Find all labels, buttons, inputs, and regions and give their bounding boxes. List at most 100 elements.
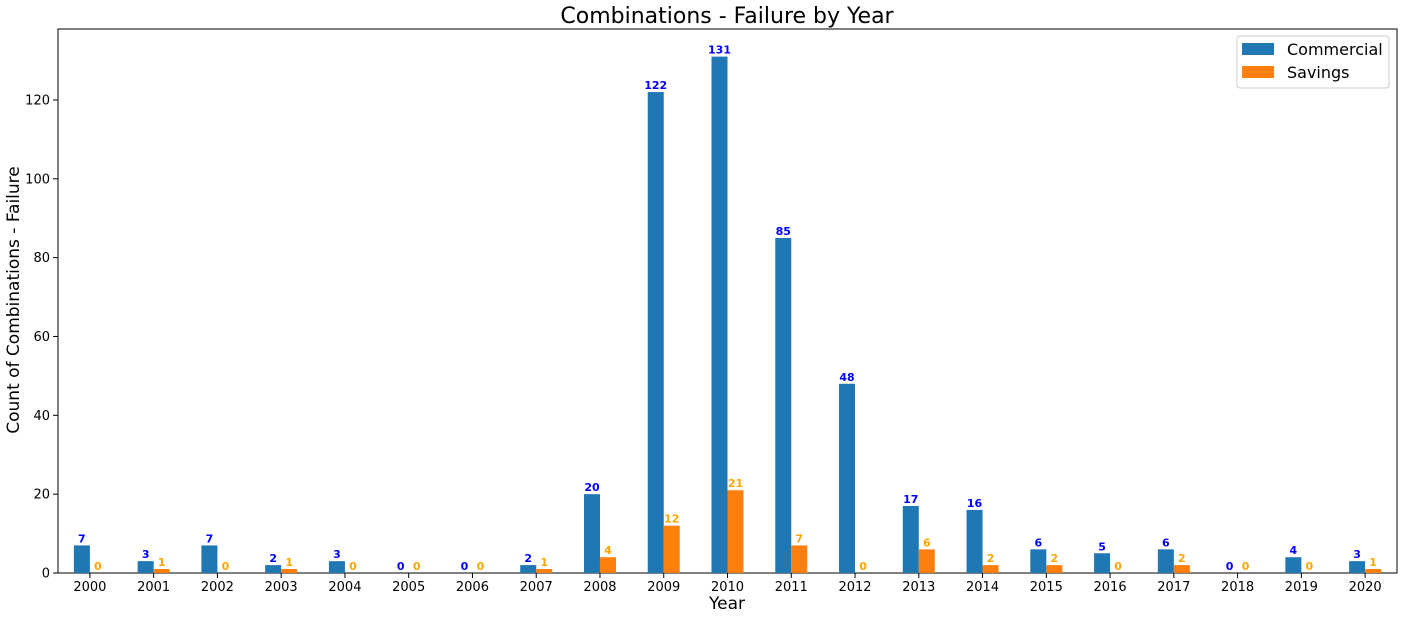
x-tick-label: 2004	[328, 580, 361, 595]
data-label-commercial: 6	[1034, 536, 1042, 549]
x-tick-label: 2000	[73, 580, 106, 595]
x-tick-label: 2003	[265, 580, 298, 595]
x-tick-label: 2020	[1349, 580, 1382, 595]
y-tick-label: 80	[33, 251, 50, 266]
chart-title: Combinations - Failure by Year	[560, 4, 894, 29]
data-label-commercial: 7	[78, 532, 86, 545]
x-tick-label: 2001	[137, 580, 170, 595]
x-tick-label: 2008	[583, 580, 616, 595]
x-tick-label: 2018	[1221, 580, 1254, 595]
data-label-commercial: 85	[776, 225, 791, 238]
data-label-savings: 0	[477, 560, 485, 573]
data-label-commercial: 2	[524, 552, 532, 565]
x-tick-label: 2011	[775, 580, 808, 595]
y-tick-label: 60	[33, 330, 50, 345]
bar-savings	[536, 569, 553, 573]
legend-label-savings: Savings	[1287, 63, 1350, 82]
bar-savings	[982, 565, 999, 573]
data-label-commercial: 3	[1353, 548, 1361, 561]
data-label-commercial: 122	[644, 79, 667, 92]
y-tick-label: 100	[25, 172, 50, 187]
bar-commercial	[966, 509, 983, 573]
data-label-savings: 1	[540, 556, 548, 569]
bar-commercial	[201, 545, 218, 573]
data-label-savings: 0	[222, 560, 230, 573]
data-label-savings: 6	[923, 536, 931, 549]
x-tick-label: 2007	[520, 580, 553, 595]
x-tick-label: 2016	[1094, 580, 1127, 595]
bar-savings	[153, 569, 170, 573]
data-label-savings: 0	[413, 560, 421, 573]
bar-commercial	[265, 565, 282, 573]
data-label-savings: 7	[795, 532, 803, 545]
x-tick-label: 2010	[711, 580, 744, 595]
bar-commercial	[647, 92, 664, 574]
bar-commercial	[1094, 553, 1111, 573]
bar-commercial	[711, 56, 728, 574]
data-label-commercial: 0	[461, 560, 469, 573]
legend-swatch-commercial	[1242, 43, 1274, 55]
data-label-commercial: 0	[397, 560, 405, 573]
legend-label-commercial: Commercial	[1287, 40, 1383, 59]
data-label-commercial: 6	[1162, 536, 1170, 549]
bar-savings	[599, 557, 616, 573]
data-label-commercial: 131	[708, 44, 731, 57]
data-label-commercial: 17	[903, 493, 918, 506]
y-tick-label: 20	[33, 488, 50, 503]
data-label-savings: 0	[94, 560, 102, 573]
data-label-savings: 0	[1306, 560, 1314, 573]
bar-commercial	[775, 237, 792, 573]
bar-commercial	[73, 545, 90, 573]
bar-savings	[791, 545, 808, 573]
data-label-commercial: 48	[839, 371, 854, 384]
x-tick-label: 2014	[966, 580, 999, 595]
x-tick-label: 2013	[902, 580, 935, 595]
data-label-savings: 21	[728, 477, 743, 490]
bar-savings	[727, 490, 744, 573]
x-tick-label: 2017	[1157, 580, 1190, 595]
data-label-savings: 0	[859, 560, 867, 573]
bar-commercial	[839, 383, 856, 573]
bar-savings	[1046, 565, 1063, 573]
data-label-savings: 1	[158, 556, 166, 569]
bar-commercial	[1285, 557, 1302, 573]
y-tick-label: 120	[25, 93, 50, 108]
x-tick-label: 2006	[456, 580, 489, 595]
data-label-commercial: 4	[1290, 544, 1298, 557]
data-label-commercial: 2	[269, 552, 277, 565]
bar-commercial	[1030, 549, 1047, 573]
legend-swatch-savings	[1242, 66, 1274, 78]
data-label-savings: 0	[1114, 560, 1122, 573]
bar-commercial	[328, 561, 345, 573]
data-label-savings: 1	[285, 556, 293, 569]
data-label-commercial: 3	[142, 548, 150, 561]
data-label-commercial: 0	[1226, 560, 1234, 573]
data-label-commercial: 20	[584, 481, 600, 494]
x-tick-label: 2015	[1030, 580, 1063, 595]
data-label-savings: 0	[1242, 560, 1250, 573]
x-axis-title: Year	[708, 594, 745, 614]
legend-box	[1236, 35, 1390, 89]
bar-commercial	[1349, 561, 1366, 573]
data-label-savings: 2	[1178, 552, 1186, 565]
x-tick-label: 2002	[201, 580, 234, 595]
data-label-savings: 0	[349, 560, 357, 573]
data-label-commercial: 5	[1098, 540, 1106, 553]
bar-savings	[1173, 565, 1190, 573]
data-label-commercial: 3	[333, 548, 341, 561]
data-label-savings: 2	[987, 552, 995, 565]
data-label-commercial: 16	[967, 497, 983, 510]
y-tick-label: 40	[33, 409, 50, 424]
x-tick-label: 2019	[1285, 580, 1318, 595]
bar-savings	[663, 525, 680, 573]
legend: Commercial Savings	[1236, 35, 1390, 89]
y-axis-title: Count of Combinations - Failure	[4, 166, 24, 434]
data-label-savings: 12	[664, 513, 679, 526]
data-label-commercial: 7	[206, 532, 214, 545]
data-label-savings: 4	[604, 544, 612, 557]
y-tick-label: 0	[42, 567, 50, 582]
x-tick-label: 2009	[647, 580, 680, 595]
